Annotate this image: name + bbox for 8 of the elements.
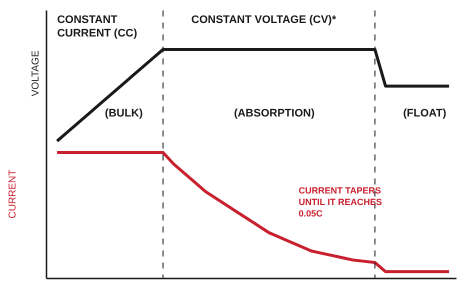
annotation: CURRENT TAPERS UNTIL IT REACHES 0.05C: [298, 186, 382, 219]
text: CONSTANT VOLTAGE (CV)*: [191, 14, 337, 26]
annotation: (FLOAT): [403, 108, 447, 120]
annotation: (BULK): [104, 108, 144, 120]
text: CURRENT: [8, 170, 18, 218]
annotation: (ABSORPTION): [234, 108, 315, 120]
text: CONSTANT CURRENT (CC): [57, 14, 138, 40]
text: VOLTAGE: [30, 50, 42, 96]
